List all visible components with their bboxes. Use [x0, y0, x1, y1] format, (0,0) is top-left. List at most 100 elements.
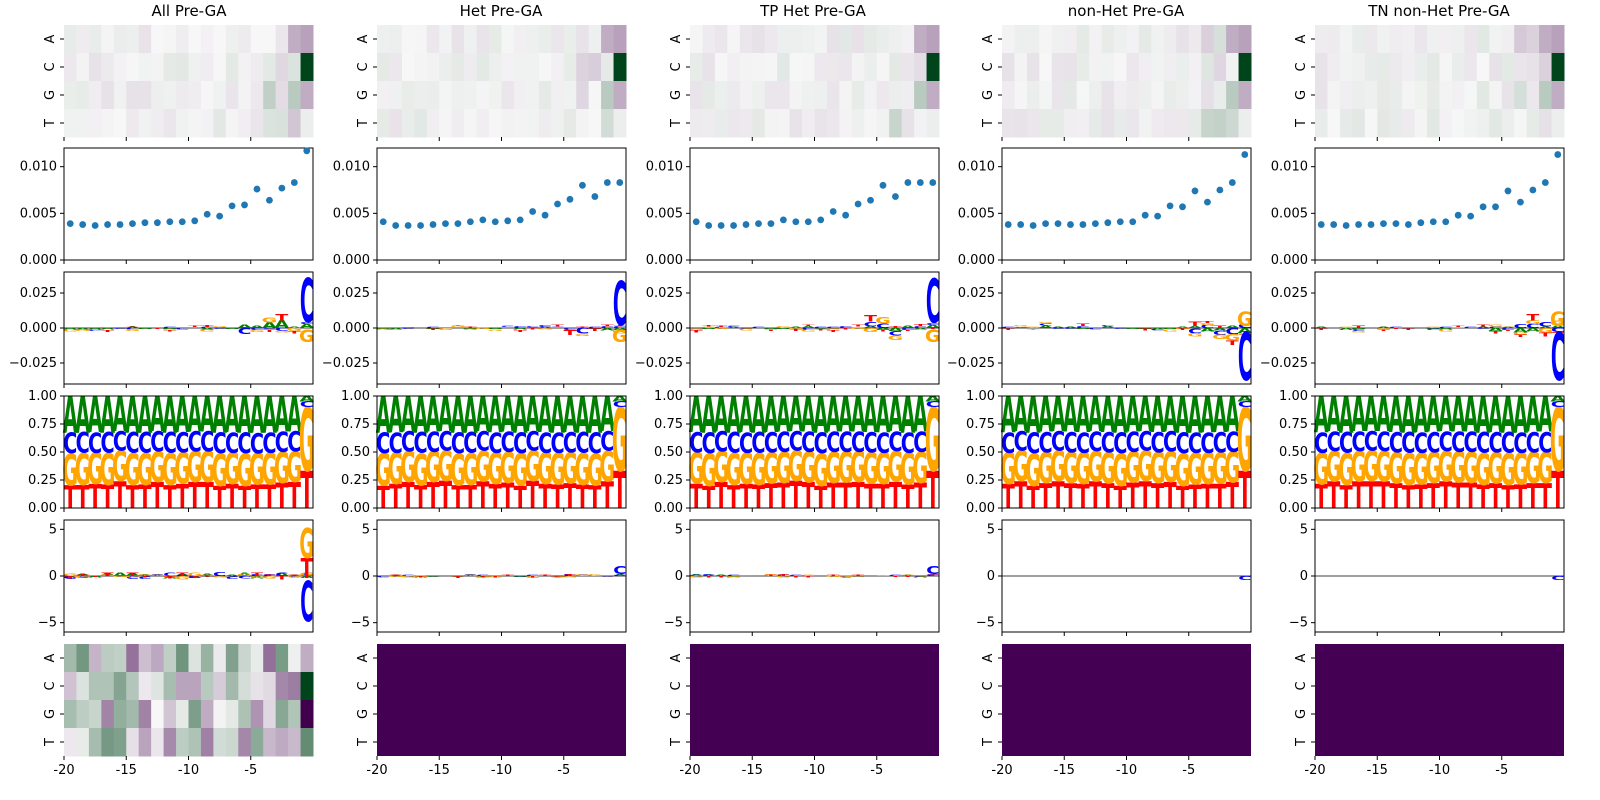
logo-letter: G: [738, 329, 754, 331]
logo-letter: T: [539, 575, 552, 577]
heatmap-cell: [126, 728, 140, 757]
logo-letter: G: [776, 326, 792, 329]
logo-letter: G: [438, 328, 454, 331]
logo-letter: C: [1113, 427, 1127, 461]
logo-letter: C: [563, 427, 577, 459]
logo-letter: G: [212, 326, 228, 328]
logo-letter: C: [1238, 400, 1252, 409]
logo-letter: T: [1539, 476, 1552, 517]
logo-letter: A: [1401, 386, 1416, 444]
logo-letter: T: [877, 329, 891, 332]
logo-letter: T: [126, 480, 139, 516]
heatmap-cell: [300, 700, 314, 729]
logo-letter: A: [463, 574, 477, 576]
logo-letter: C: [213, 427, 227, 461]
heatmap-cell: [1389, 25, 1403, 54]
heatmap-cell: [377, 53, 390, 82]
logo-letter: G: [1500, 445, 1516, 495]
logo-letter: G: [689, 576, 704, 579]
logo-letter: C: [714, 327, 728, 328]
logo-letter: A: [225, 328, 241, 330]
logo-letter: A: [513, 328, 528, 331]
logo-letter: A: [175, 386, 190, 444]
logo-letter: T: [1101, 477, 1114, 516]
logo-letter: G: [1363, 443, 1379, 492]
logo-letter: T: [702, 325, 716, 327]
logo-letter: C: [702, 574, 715, 577]
logo-letter: G: [537, 328, 553, 330]
logo-letter: A: [1513, 327, 1528, 334]
heatmap-cell: [839, 25, 853, 54]
logo-letter: G: [1063, 443, 1079, 493]
logo-letter: A: [101, 572, 116, 577]
logo-letter: C: [814, 427, 828, 461]
logo-letter: C: [1151, 329, 1165, 331]
heatmap-cell: [138, 109, 152, 138]
heatmap-cell: [113, 53, 127, 82]
logo-letter: T: [250, 479, 263, 517]
logo-letter: T: [101, 330, 115, 333]
logo-letter: C: [550, 427, 564, 460]
heatmap-cell: [513, 53, 527, 82]
logo-letter: T: [864, 479, 877, 517]
heatmap-cell: [238, 109, 252, 138]
y-tick-label: A: [356, 34, 371, 43]
logo-letter: T: [1315, 479, 1329, 517]
logo-letter: C: [1051, 328, 1065, 330]
heatmap-cell: [263, 728, 277, 757]
logo-letter: A: [162, 386, 177, 444]
logo-letter: T: [1163, 474, 1176, 516]
y-tick-label: −5: [1289, 616, 1308, 631]
logo-letter: C: [1113, 328, 1127, 330]
heatmap-cell: [513, 109, 527, 138]
heatmap-cell: [163, 728, 177, 757]
heatmap-cell: [426, 81, 440, 110]
logo-letter: C: [138, 427, 152, 460]
heatmap-cell: [1213, 25, 1227, 54]
logo-letter: C: [1238, 320, 1252, 396]
logo-letter: A: [1188, 325, 1203, 328]
logo-letter: G: [138, 574, 153, 577]
scatter-point: [579, 181, 586, 189]
logo-letter: C: [1213, 330, 1227, 337]
heatmap-cell: [188, 700, 202, 729]
diff-logo-panel: AGAGACATCACGTATACGTCGATACGTCGAACACGACGTA…: [9, 267, 315, 388]
logo-letter: C: [726, 427, 740, 460]
heatmap-cell: [439, 25, 453, 54]
heatmap-cell: [1551, 25, 1565, 54]
heatmap-cell: [200, 25, 214, 54]
logo-letter: G: [1463, 443, 1479, 493]
logo-letter: A: [63, 386, 78, 444]
logo-letter: C: [1352, 329, 1366, 332]
heatmap-cell: [690, 109, 703, 138]
y-tick-label: 0.50: [1279, 445, 1308, 460]
logo-letter: T: [1402, 480, 1415, 516]
logo-letter: A: [1150, 386, 1165, 444]
logo-letter: C: [551, 576, 564, 579]
logo-letter: A: [888, 327, 903, 332]
heatmap-cell: [1226, 53, 1240, 82]
heatmap-cell: [401, 25, 415, 54]
y-tick-label: 0.25: [341, 473, 370, 488]
logo-letter: G: [801, 329, 817, 332]
x-tick-label: -5: [557, 763, 570, 778]
heatmap-cell: [225, 672, 239, 701]
y-tick-label: G: [981, 709, 996, 719]
logo-letter: T: [852, 324, 866, 327]
logo-letter: T: [588, 328, 602, 332]
logo-letter: A: [1438, 328, 1453, 330]
heatmap-cell: [489, 81, 502, 110]
heatmap-cell: [151, 728, 165, 757]
logo-letter: C: [238, 327, 252, 337]
logo-letter: G: [850, 328, 866, 330]
heatmap-cell: [538, 25, 552, 54]
heatmap-cell: [426, 53, 440, 82]
logo-letter: T: [901, 330, 915, 332]
scatter-point: [1029, 222, 1037, 229]
heatmap-cell: [263, 25, 277, 54]
logo-letter: G: [1075, 444, 1091, 494]
logo-letter: A: [1063, 386, 1078, 444]
y-tick-label: 0.75: [28, 417, 57, 432]
heatmap-cell: [1402, 53, 1416, 82]
